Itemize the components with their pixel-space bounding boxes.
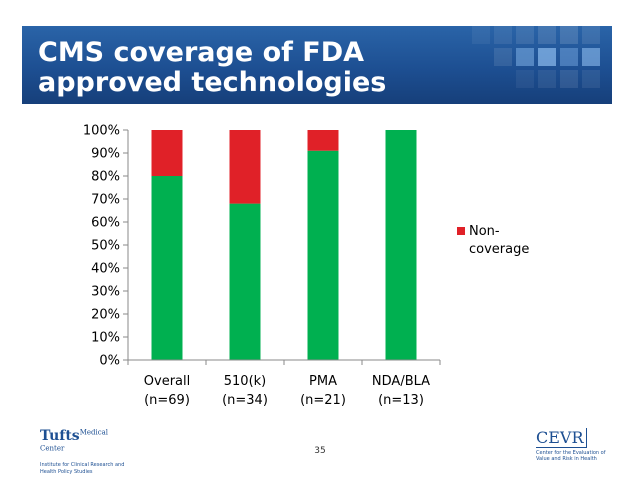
non-coverage-bar-2 [229,130,261,204]
x-category-label: PMA (n=21) [300,374,346,408]
x-category-label: Overall (n=69) [144,374,190,408]
x-axis: Overall (n=69) 510(k) (n=34) PMA (n=21) NDA/BL… [127,359,441,408]
y-tick-label: 40% [91,262,120,277]
decorative-squares [472,26,600,88]
y-axis: 0% 10% 20% 30% 40% 50% 60% 70% 80% 90% 100% [83,124,129,369]
y-tick-label: 90% [91,147,120,162]
legend-swatch-non-coverage [457,227,465,235]
bars [151,130,417,360]
y-tick-label: 80% [91,170,120,185]
y-tick-label: 100% [83,124,120,139]
y-tick-label: 60% [91,216,120,231]
coverage-bar-3 [307,150,339,360]
coverage-bar-2 [229,203,261,360]
tufts-medical-center-logo: TuftsMedical Center Institute for Clinic… [40,428,130,475]
x-category-label: NDA/BLA (n=13) [372,374,430,408]
coverage-bar-4 [385,130,417,360]
slide-title: CMS coverage of FDA approved technologie… [38,37,387,98]
y-tick-label: 0% [99,354,120,369]
non-coverage-bar-1 [151,130,183,176]
title-banner: CMS coverage of FDA approved technologie… [22,26,612,104]
y-tick-label: 10% [91,331,120,346]
non-coverage-bar-3 [307,130,339,151]
legend-label-non-coverage: Non-coverage [469,224,529,257]
tufts-logo-subtext: Institute for Clinical Research and Heal… [40,462,125,475]
cevr-logo-subtext: Center for the Evaluation of Value and R… [536,450,606,462]
x-category-label: 510(k) (n=34) [222,374,268,408]
legend: Non-coverage [457,224,529,257]
cevr-logo-text: CEVR [536,428,587,448]
y-tick-label: 20% [91,308,120,323]
coverage-bar-1 [151,176,183,360]
page-number: 35 [314,446,326,456]
tufts-logo-small-text: Medical Center [40,428,109,453]
y-tick-label: 30% [91,285,120,300]
cevr-logo: CEVR Center for the Evaluation of Value … [536,428,606,468]
y-tick-label: 70% [91,193,120,208]
tufts-logo-text: Tufts [40,428,80,444]
y-tick-label: 50% [91,239,120,254]
